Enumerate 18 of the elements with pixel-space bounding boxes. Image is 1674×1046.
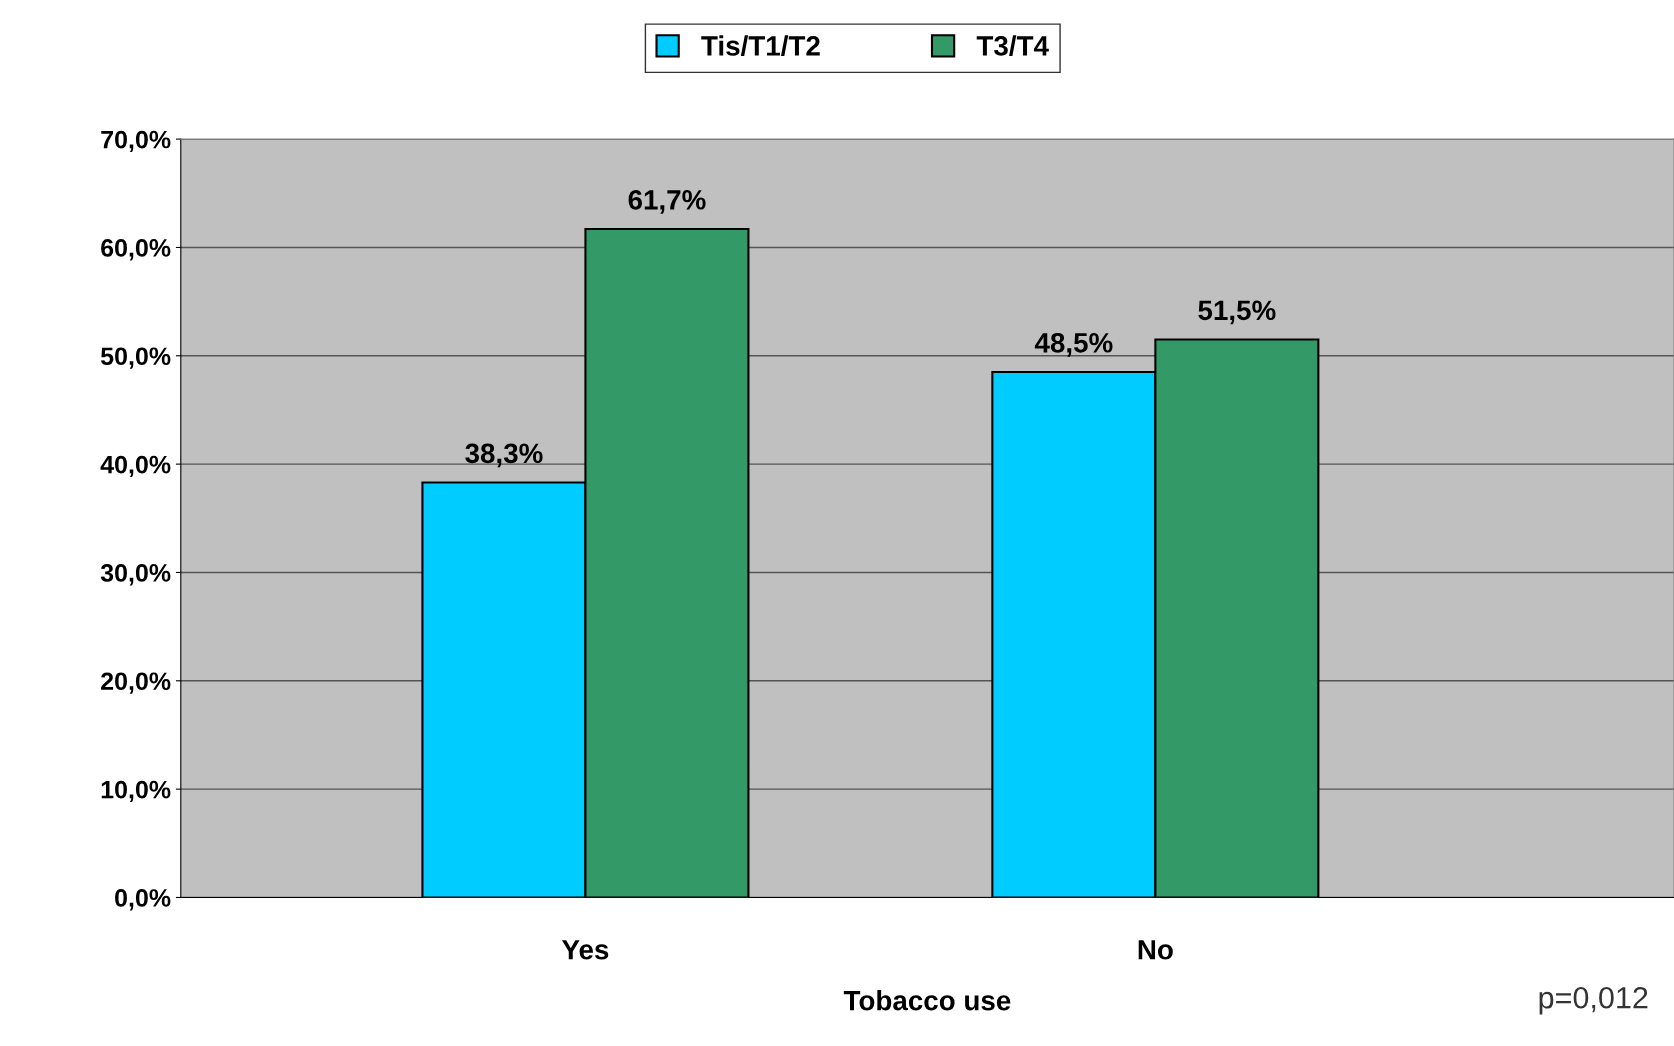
- data-label: 38,3%: [465, 443, 543, 468]
- y-tick-label: 50,0%: [100, 347, 171, 369]
- legend-label: Tis/T1/T2: [701, 35, 820, 57]
- x-tick-label: No: [1138, 940, 1173, 960]
- y-tick-label: 60,0%: [101, 239, 171, 261]
- y-tick-label: 20,0%: [101, 672, 171, 694]
- legend-label: T3/T4: [976, 35, 1049, 57]
- data-label: 51,5%: [1198, 300, 1276, 325]
- y-tick-label: 40,0%: [100, 455, 171, 478]
- y-tick-label: 70,0%: [101, 130, 171, 153]
- y-tick-label: 10,0%: [101, 780, 171, 803]
- x-axis-title: Tobacco use: [843, 990, 1011, 1011]
- data-label: 48,5%: [1034, 332, 1113, 357]
- x-tick-label: Yes: [561, 940, 609, 960]
- text: p=0,012: [1539, 986, 1648, 1015]
- y-tick-label: 0,0%: [115, 889, 171, 911]
- data-label: 61,7%: [628, 189, 706, 214]
- y-tick-label: 30,0%: [100, 564, 171, 586]
